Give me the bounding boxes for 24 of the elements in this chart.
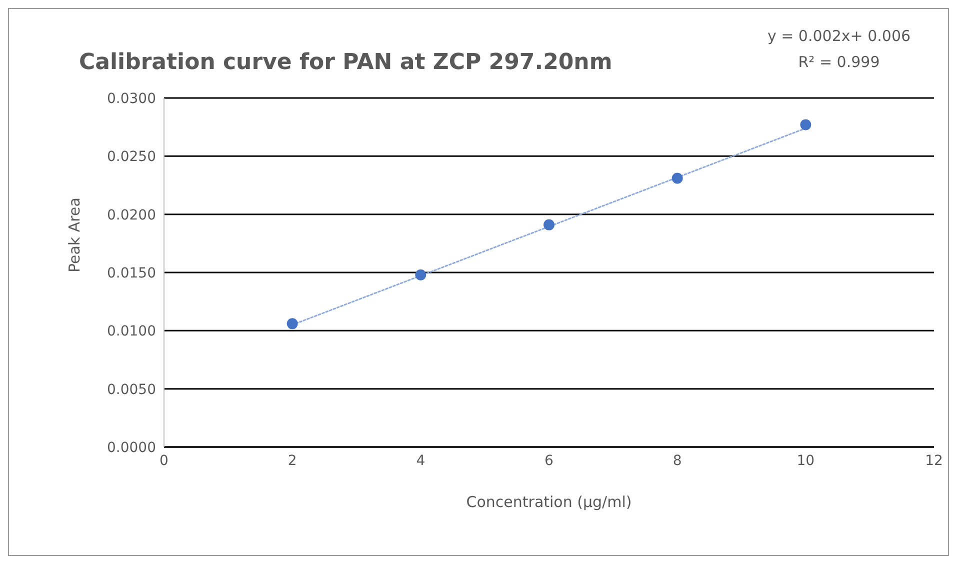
y-tick-label: 0.0300 — [107, 90, 156, 107]
x-tick-label: 0 — [160, 452, 168, 469]
y-tick-label: 0.0050 — [107, 382, 156, 398]
y-tick-label: 0.0250 — [107, 149, 156, 166]
y-tick-label: 0.0200 — [107, 207, 156, 224]
x-tick-label: 10 — [796, 452, 815, 469]
point — [415, 269, 426, 280]
point — [286, 318, 298, 330]
y-tick-label: 0.0000 — [107, 440, 156, 456]
y-axis-title: Peak Area — [65, 198, 84, 272]
y-tick-label: 0.0100 — [107, 324, 156, 340]
text: y = 0.002x+ 0.006 — [767, 27, 911, 45]
point — [544, 219, 554, 230]
x-axis-title: Concentration (µg/ml) — [466, 493, 632, 511]
x-tick-label: 6 — [544, 452, 554, 469]
text: R² = 0.999 — [798, 53, 880, 71]
y-tick-label: 0.0150 — [107, 265, 156, 282]
x-tick-label: 2 — [288, 452, 297, 469]
point — [672, 172, 683, 184]
x-tick-label: 12 — [925, 452, 943, 469]
x-tick-label: 8 — [672, 452, 682, 469]
point — [800, 119, 812, 130]
x-tick-label: 4 — [416, 452, 426, 469]
chart-title: Calibration curve for PAN at ZCP 297.20nm — [79, 50, 612, 75]
